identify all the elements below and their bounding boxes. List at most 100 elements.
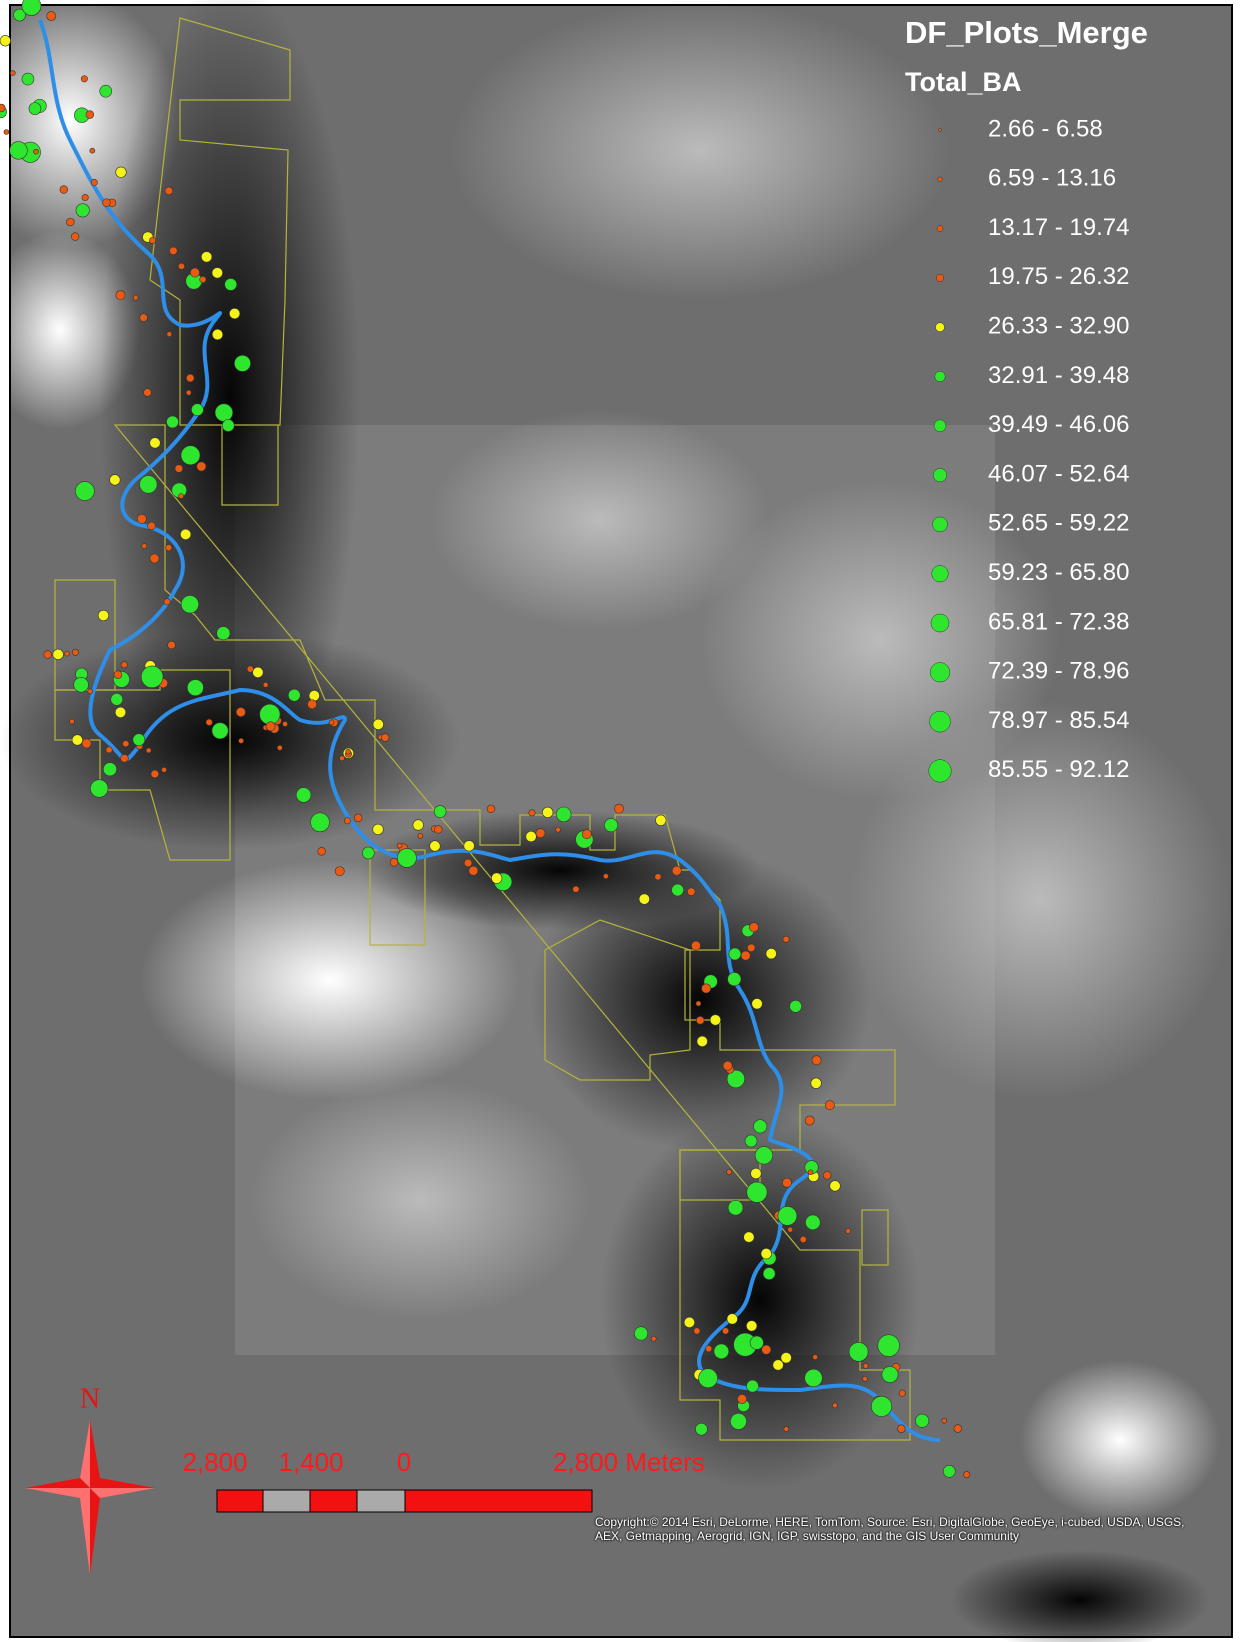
attribution: Copyright:© 2014 Esri, DeLorme, HERE, To… bbox=[595, 1515, 1185, 1543]
plot-point bbox=[175, 465, 183, 473]
plot-point bbox=[747, 1380, 759, 1392]
plot-point bbox=[179, 494, 184, 499]
legend-symbol bbox=[936, 274, 944, 282]
plot-point bbox=[684, 1317, 695, 1328]
plot-point bbox=[114, 671, 122, 679]
plot-point bbox=[737, 1394, 746, 1403]
scale-label: 0 bbox=[397, 1447, 411, 1477]
plot-point bbox=[491, 873, 502, 884]
plot-point bbox=[346, 749, 351, 754]
plot-point bbox=[22, 73, 34, 85]
legend-symbol bbox=[933, 468, 947, 482]
plot-point bbox=[752, 999, 763, 1010]
legend-symbol bbox=[929, 760, 952, 783]
plot-point bbox=[191, 404, 203, 416]
plot-point bbox=[141, 666, 163, 688]
plot-point bbox=[728, 1200, 743, 1215]
plot-point bbox=[44, 651, 52, 659]
plot-point bbox=[747, 944, 755, 952]
plot-point bbox=[750, 1336, 763, 1349]
plot-point bbox=[825, 1101, 834, 1110]
legend-field: Total_BA bbox=[905, 67, 1022, 97]
plot-point bbox=[651, 1336, 656, 1341]
plot-point bbox=[82, 739, 91, 748]
plot-point bbox=[146, 748, 151, 753]
legend-symbol bbox=[930, 711, 951, 732]
plot-point bbox=[65, 651, 70, 656]
plot-point bbox=[180, 529, 191, 540]
plot-point bbox=[778, 1206, 797, 1225]
plot-point bbox=[783, 936, 789, 942]
plot-point bbox=[805, 1369, 823, 1387]
plot-point bbox=[91, 179, 97, 185]
plot-point bbox=[200, 276, 206, 282]
plot-point bbox=[75, 482, 94, 501]
plot-point bbox=[103, 199, 111, 207]
plot-point bbox=[656, 815, 667, 826]
plot-point bbox=[225, 278, 237, 290]
legend-symbol bbox=[939, 129, 942, 132]
plot-point bbox=[603, 874, 608, 879]
plot-point bbox=[121, 754, 129, 762]
plot-point bbox=[723, 1061, 732, 1070]
plot-point bbox=[694, 1328, 700, 1334]
plot-point bbox=[169, 247, 177, 255]
plot-point bbox=[100, 85, 112, 97]
plot-point bbox=[123, 741, 129, 747]
plot-point bbox=[168, 641, 176, 649]
plot-point bbox=[469, 866, 478, 875]
plot-point bbox=[82, 194, 88, 200]
map: DF_Plots_Merge Total_BA 2.66 - 6.586.59 … bbox=[0, 0, 1241, 1642]
plot-point bbox=[201, 252, 212, 263]
plot-point bbox=[234, 355, 250, 371]
plot-point bbox=[727, 1314, 738, 1325]
plot-point bbox=[556, 827, 561, 832]
legend-label: 19.75 - 26.32 bbox=[988, 263, 1129, 290]
legend-symbol bbox=[938, 177, 943, 182]
plot-point bbox=[878, 1335, 900, 1357]
plot-point bbox=[288, 689, 300, 701]
plot-point bbox=[133, 734, 145, 746]
plot-point bbox=[697, 1036, 708, 1047]
plot-point bbox=[695, 1423, 707, 1435]
legend-label: 85.55 - 92.12 bbox=[988, 756, 1129, 783]
plot-point bbox=[150, 438, 161, 449]
plot-point bbox=[88, 689, 93, 694]
plot-point bbox=[76, 204, 89, 217]
north-label: N bbox=[80, 1383, 100, 1414]
plot-point bbox=[133, 295, 138, 300]
plot-point bbox=[811, 1078, 822, 1089]
plot-point bbox=[749, 923, 758, 932]
plot-point bbox=[339, 756, 344, 761]
legend-label: 65.81 - 72.38 bbox=[988, 608, 1129, 635]
legend-label: 2.66 - 6.58 bbox=[988, 115, 1103, 142]
plot-point bbox=[72, 649, 78, 655]
plot-point bbox=[247, 666, 253, 672]
plot-point bbox=[943, 1465, 955, 1477]
plot-point bbox=[800, 1236, 806, 1242]
plot-point bbox=[782, 1178, 791, 1187]
plot-point bbox=[10, 71, 15, 76]
plot-point bbox=[110, 475, 121, 486]
legend-label: 72.39 - 78.96 bbox=[988, 658, 1129, 685]
plot-point bbox=[236, 707, 245, 716]
plot-point bbox=[354, 814, 362, 822]
plot-point bbox=[744, 1232, 755, 1243]
plot-point bbox=[181, 595, 199, 613]
plot-point bbox=[206, 719, 212, 725]
plot-point bbox=[763, 1268, 775, 1280]
plot-point bbox=[296, 788, 311, 803]
legend-label: 6.59 - 13.16 bbox=[988, 165, 1116, 192]
plot-point bbox=[318, 847, 326, 855]
plot-point bbox=[434, 826, 442, 834]
plot-point bbox=[307, 700, 316, 709]
plot-point bbox=[229, 308, 240, 319]
legend-symbol bbox=[930, 663, 950, 683]
plot-point bbox=[197, 462, 206, 471]
plot-point bbox=[90, 780, 108, 798]
plot-point bbox=[699, 1369, 718, 1388]
plot-point bbox=[22, 0, 41, 16]
plot-point bbox=[397, 843, 402, 848]
plot-point bbox=[672, 866, 681, 875]
plot-point bbox=[98, 610, 109, 621]
